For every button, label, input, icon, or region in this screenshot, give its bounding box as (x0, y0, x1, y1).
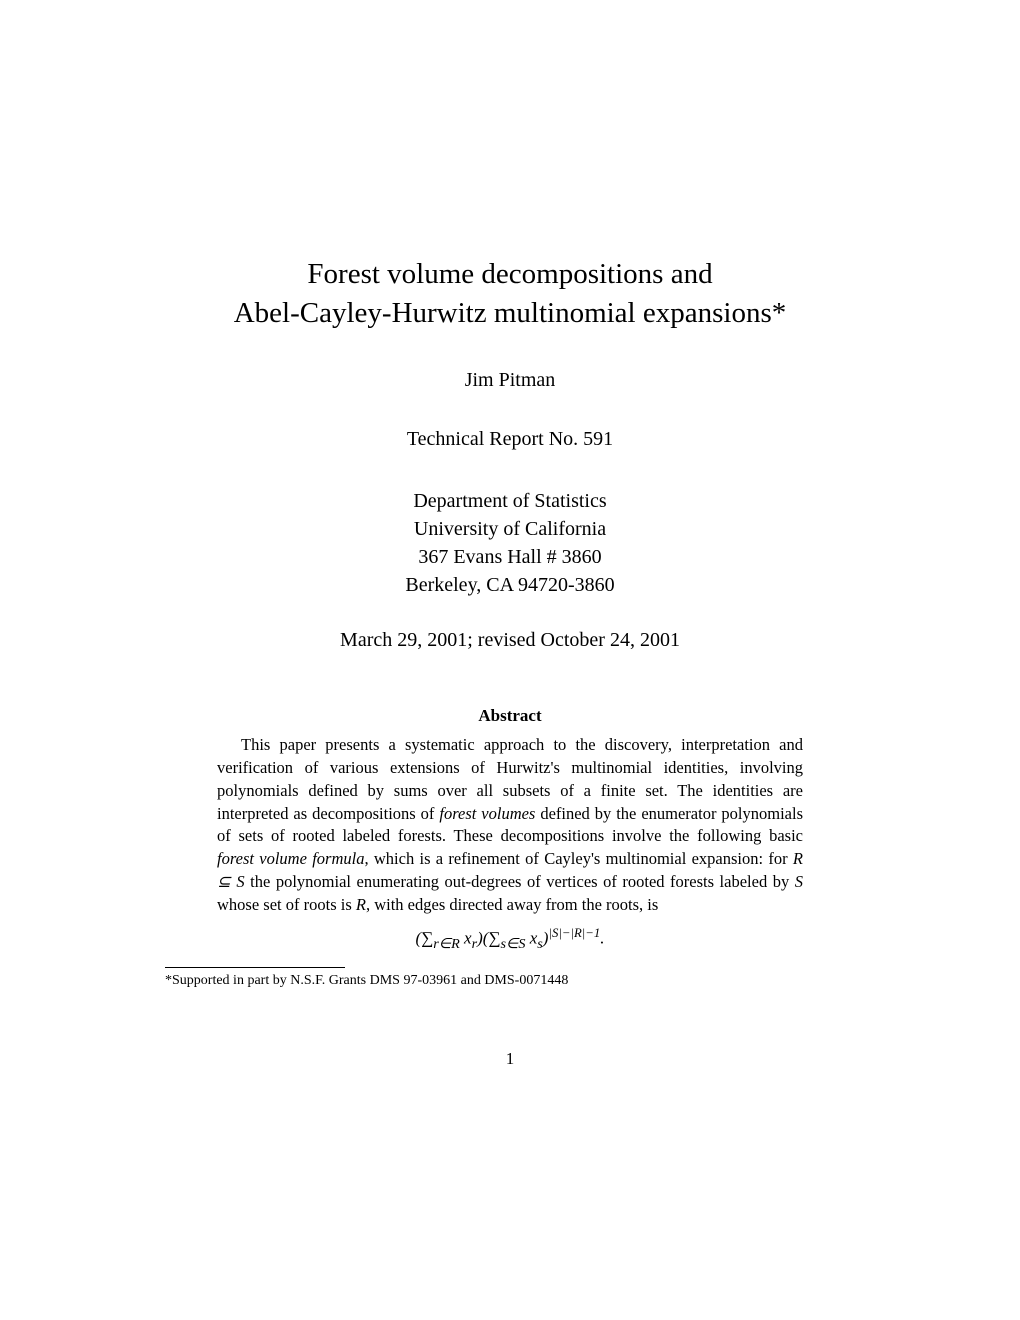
abstract-text: , with edges directed away from the root… (366, 895, 658, 914)
page-number: 1 (165, 1049, 855, 1069)
display-formula: (∑r∈R xr)(∑s∈S xs)|S|−|R|−1. (165, 922, 855, 961)
abstract-heading: Abstract (165, 706, 855, 726)
paper-date: March 29, 2001; revised October 24, 2001 (165, 629, 855, 652)
footnote-text: *Supported in part by N.S.F. Grants DMS … (165, 972, 855, 990)
abstract-text: whose set of roots is (217, 895, 356, 914)
affiliation-line: University of California (414, 518, 606, 540)
paper-author: Jim Pitman (165, 369, 855, 392)
abstract-text: the polynomial enumerating out-degrees o… (245, 872, 795, 891)
abstract-body: This paper presents a systematic approac… (165, 734, 855, 916)
abstract-text: , which is a refinement of Cayley's mult… (364, 849, 792, 868)
affiliation-block: Department of Statistics University of C… (165, 487, 855, 599)
page-container: Forest volume decompositions and Abel-Ca… (0, 0, 1020, 1069)
paper-title: Forest volume decompositions and Abel-Ca… (165, 255, 855, 333)
footnote-rule (165, 967, 345, 968)
affiliation-line: Department of Statistics (413, 490, 606, 512)
report-number: Technical Report No. 591 (165, 428, 855, 451)
affiliation-line: 367 Evans Hall # 3860 (418, 546, 601, 568)
abstract-math: S (795, 872, 803, 891)
abstract-math: R (356, 895, 366, 914)
abstract-em: forest volume formula (217, 849, 364, 868)
title-line-2: Abel-Cayley-Hurwitz multinomial expansio… (234, 297, 787, 329)
affiliation-line: Berkeley, CA 94720-3860 (405, 574, 614, 596)
abstract-em: forest volumes (439, 804, 535, 823)
title-line-1: Forest volume decompositions and (307, 258, 712, 290)
